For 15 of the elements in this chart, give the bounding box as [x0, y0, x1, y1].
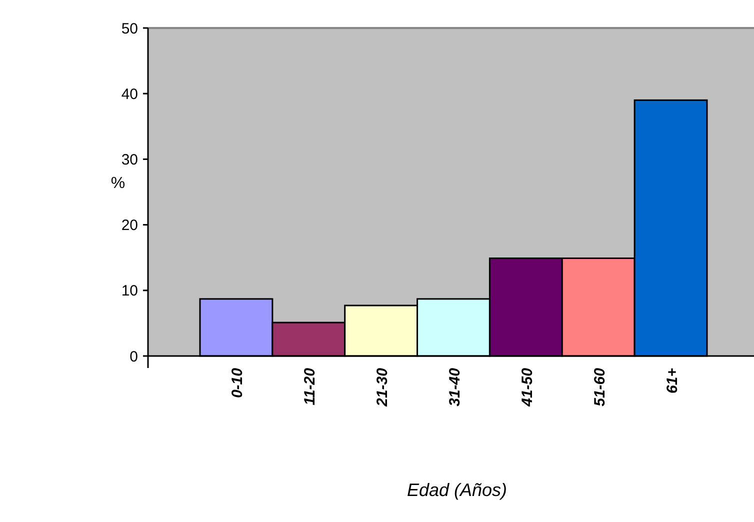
x-tick-label: 41-50	[518, 367, 536, 408]
y-tick-label: 0	[130, 348, 138, 366]
y-tick-label: 30	[121, 151, 138, 168]
y-tick-label: 40	[121, 86, 138, 103]
x-tick-label: 21-30	[374, 367, 392, 408]
x-tick-label: 31-40	[446, 367, 464, 406]
y-tick-label: 10	[121, 282, 138, 300]
y-axis-title: %	[110, 175, 126, 192]
y-tick-label: 50	[121, 20, 138, 38]
y-tick-label: 20	[121, 217, 138, 234]
x-axis-title: Edad (Años)	[406, 480, 508, 500]
x-tick-label: 61+	[664, 368, 681, 394]
x-tick-label: 0-10	[229, 367, 246, 398]
x-tick-label: 51-60	[591, 367, 608, 406]
x-tick-label: 11-20	[302, 367, 319, 406]
